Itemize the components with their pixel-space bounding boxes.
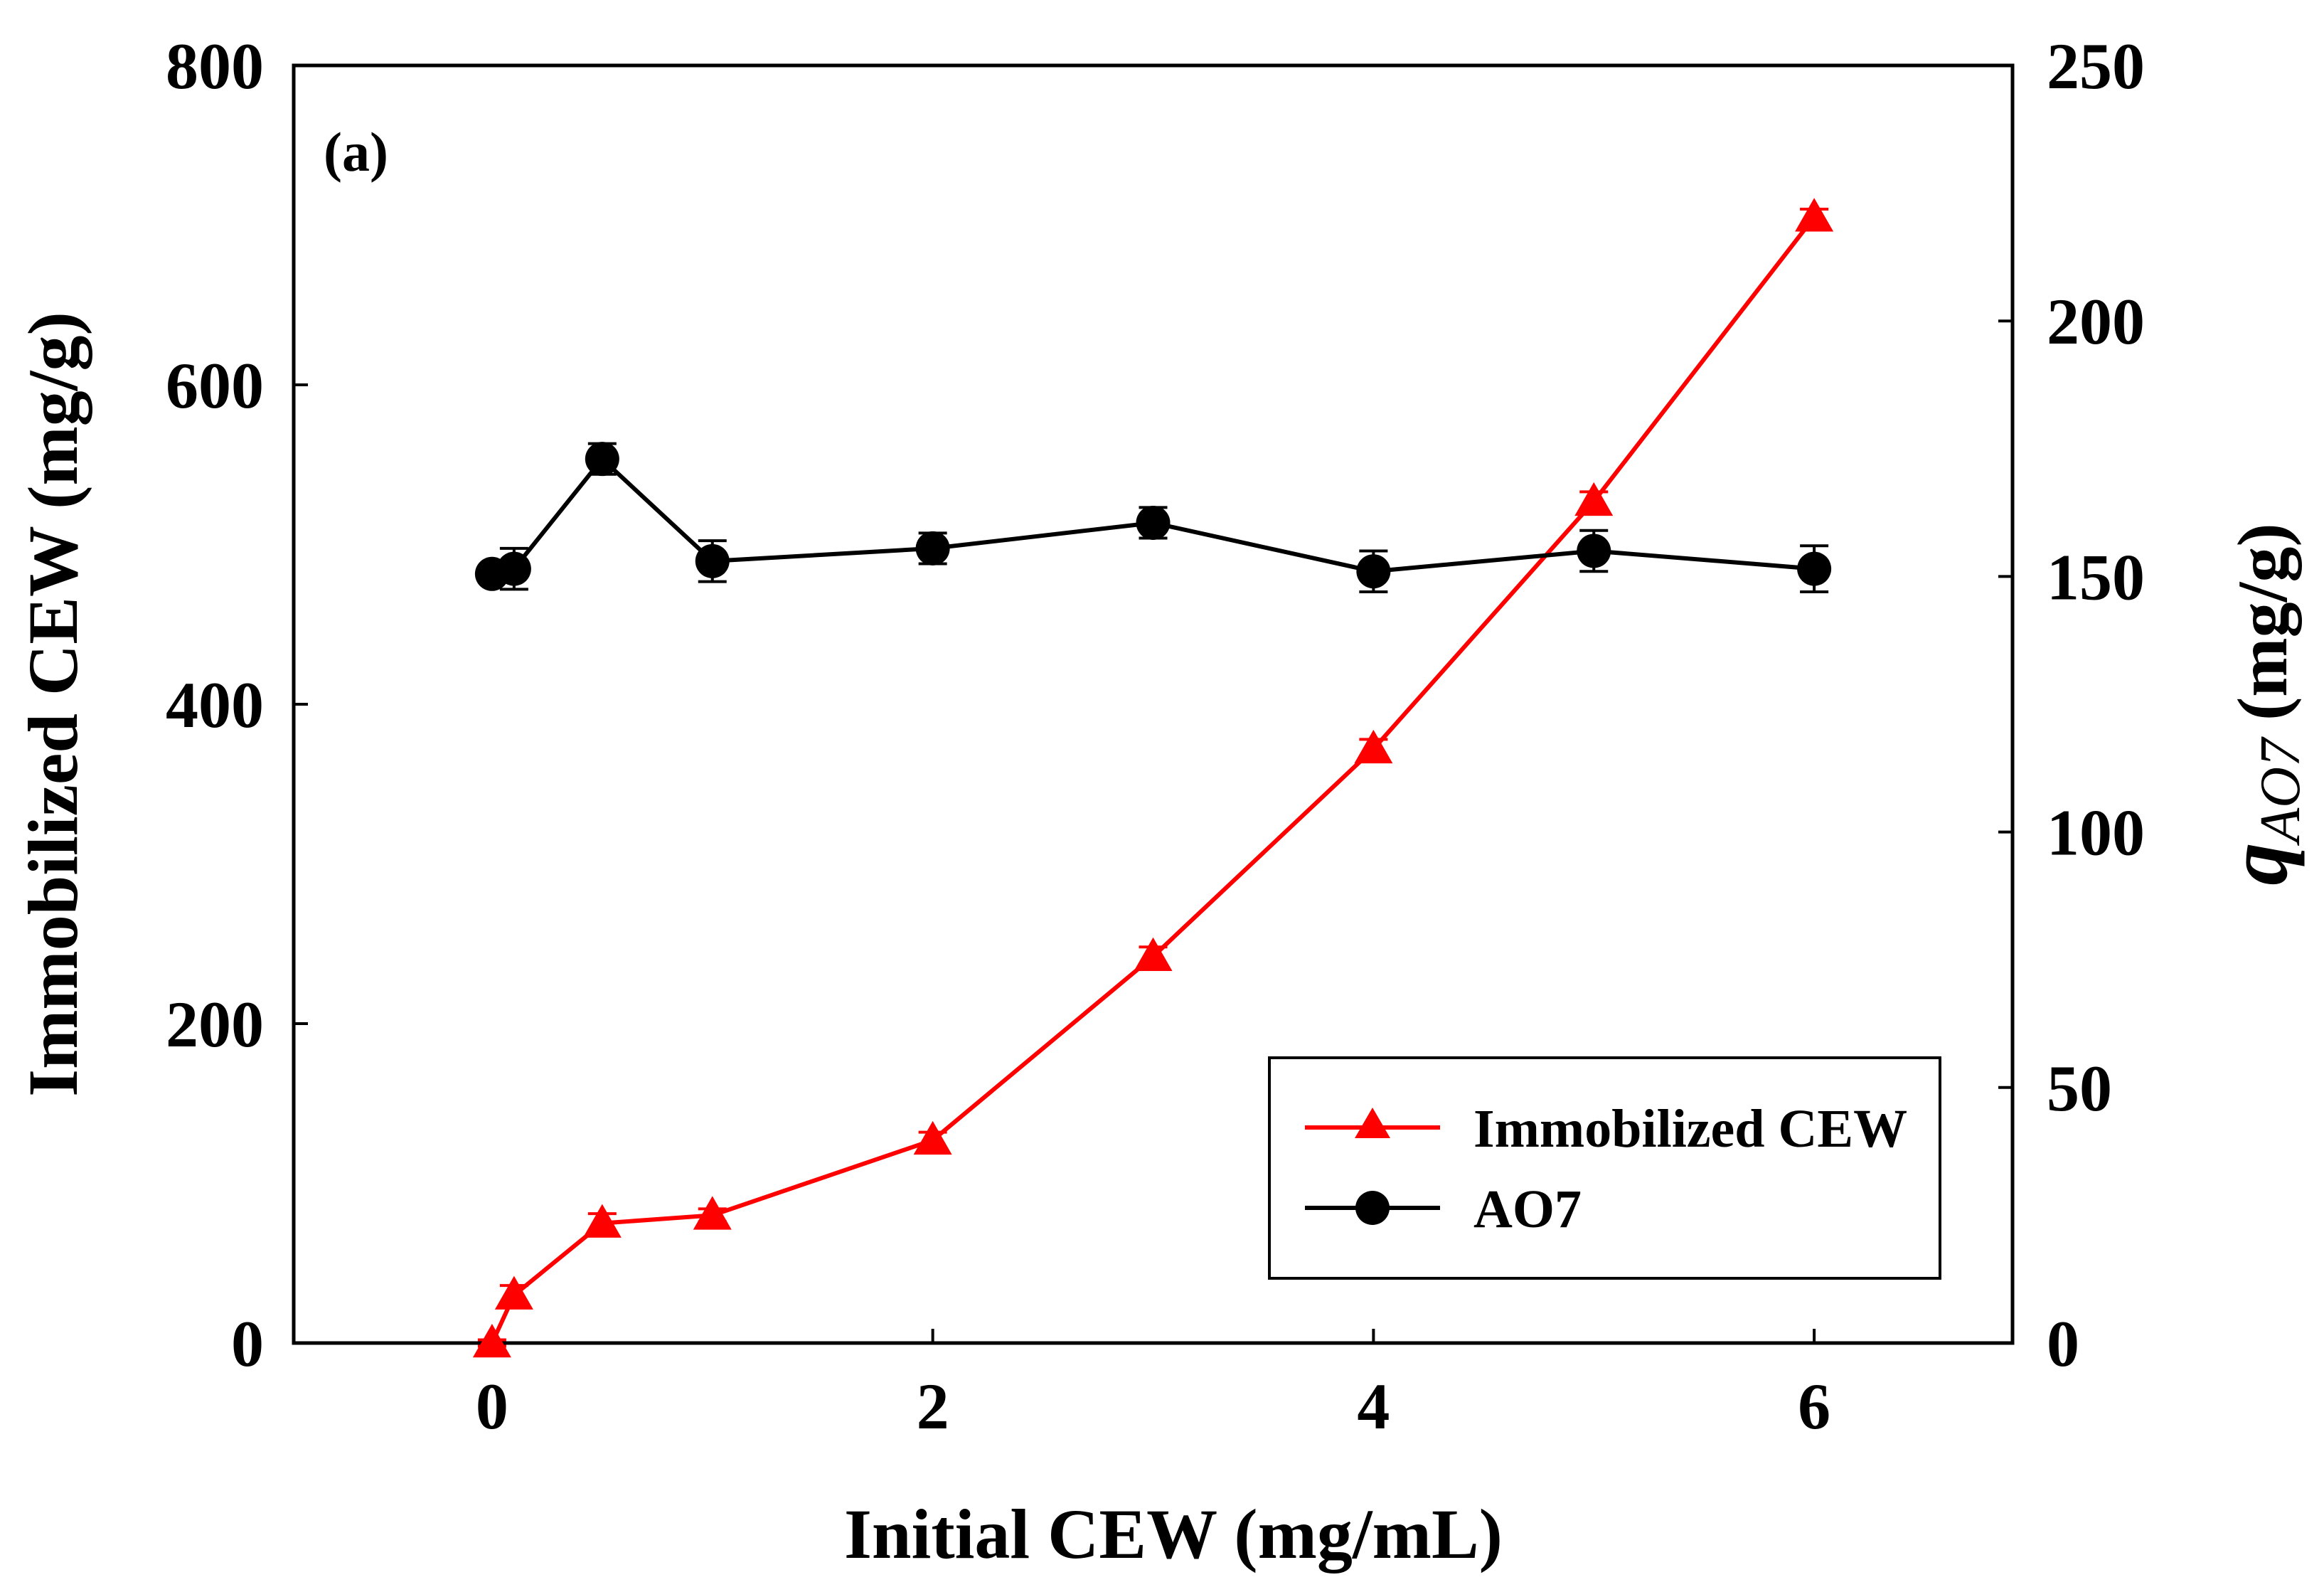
- data-point: [1577, 534, 1611, 568]
- y-left-tick-label: 400: [166, 669, 264, 741]
- data-point: [585, 442, 619, 477]
- data-point: [472, 1324, 511, 1358]
- legend-box: [1268, 1056, 1941, 1280]
- y-axis-label-right-symbol: q: [2210, 843, 2305, 886]
- data-point: [1134, 937, 1173, 971]
- x-axis-label: Initial CEW (mg/mL): [844, 1495, 1503, 1574]
- data-point: [1795, 198, 1834, 232]
- data-point: [1574, 482, 1614, 516]
- data-point: [695, 543, 730, 578]
- data-point: [1356, 554, 1391, 589]
- legend-label-ao7: AO7: [1473, 1179, 1582, 1239]
- data-point: [494, 1275, 533, 1310]
- y-right-tick-label: 200: [2047, 285, 2145, 358]
- legend-label-immobilized-cew: Immobilized CEW: [1473, 1099, 1907, 1159]
- y-axis-label-right-subscript: AO7: [2249, 736, 2312, 847]
- y-right-tick-label: 0: [2047, 1307, 2079, 1380]
- y-right-tick-label: 150: [2047, 541, 2145, 613]
- x-tick-label: 6: [1798, 1370, 1830, 1443]
- data-point: [915, 531, 950, 566]
- y-left-tick-label: 200: [166, 988, 264, 1061]
- x-tick-label: 2: [917, 1370, 949, 1443]
- y-left-tick-label: 800: [166, 30, 264, 102]
- legend-marker-immobilized-cew: [1355, 1108, 1390, 1138]
- data-point: [693, 1196, 732, 1230]
- data-point: [582, 1204, 622, 1238]
- y-axis-label-right: qAO7 (mg/g): [2210, 523, 2312, 885]
- data-point: [1797, 551, 1832, 586]
- data-point: [496, 551, 531, 586]
- y-left-tick-label: 600: [166, 349, 264, 422]
- data-point: [1136, 505, 1171, 540]
- data-point: [913, 1120, 952, 1155]
- y-right-tick-label: 250: [2047, 30, 2145, 102]
- series-immobilized-cew: [472, 198, 1834, 1358]
- legend-marker-ao7: [1355, 1191, 1390, 1225]
- panel-label: (a): [324, 121, 388, 183]
- y-right-tick-label: 100: [2047, 797, 2145, 869]
- y-axis-label-left: Immobilized CEW (mg/g): [14, 312, 92, 1097]
- x-tick-label: 4: [1357, 1370, 1390, 1443]
- y-right-tick-label: 50: [2047, 1052, 2112, 1125]
- series-ao7: [474, 442, 1832, 593]
- legend: Immobilized CEW AO7: [1268, 1056, 1941, 1280]
- axis-ticks: 0 2 4 6 0 200 400 600 800 0 50 100 150 200 250: [166, 30, 2145, 1443]
- y-left-tick-label: 0: [231, 1307, 264, 1380]
- series-layer: [472, 198, 1834, 1358]
- x-tick-label: 0: [476, 1370, 508, 1443]
- data-point: [1354, 729, 1393, 764]
- y-axis-label-right-unit: (mg/g): [2223, 523, 2302, 738]
